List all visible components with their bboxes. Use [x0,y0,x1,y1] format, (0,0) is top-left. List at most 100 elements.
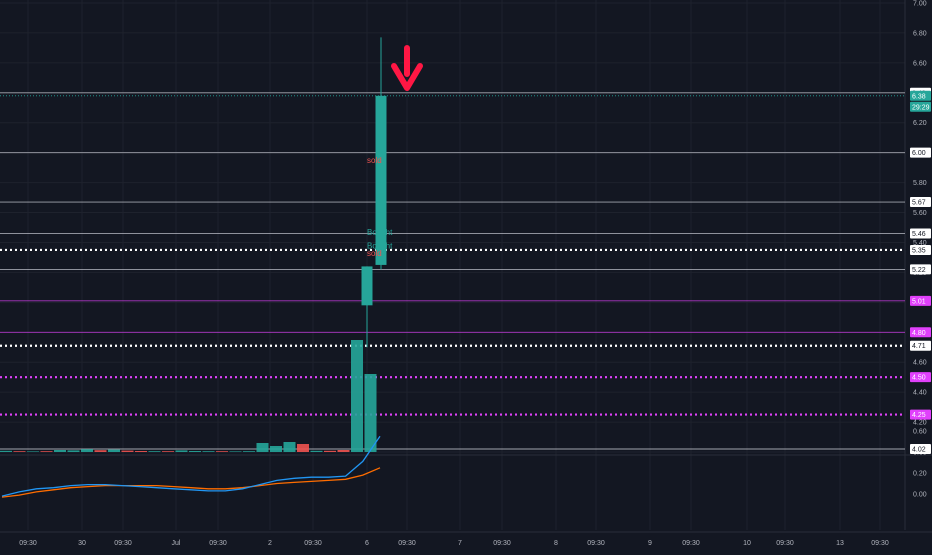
volume-bars [0,340,377,452]
arrow-shape [391,45,423,91]
trade-label: sold [367,249,382,258]
volume-bar [135,451,147,452]
countdown-badge: 29:29 [912,104,930,111]
volume-bar [81,449,93,452]
oscillator-pane [1,435,381,498]
level-badge: 4.25 [912,412,926,419]
last-price-badge-bg [910,90,931,101]
price-tick-label: 6.20 [913,120,927,127]
volume-bar [243,451,255,452]
volume-bar [229,451,242,452]
price-tick-label: 7.00 [913,1,927,8]
price-tick-label: 5.80 [913,180,927,187]
candles[interactable] [361,37,387,348]
volume-bar [175,450,188,452]
trade-label: sold [367,156,382,165]
time-label: 8 [554,540,558,547]
osc-tick-label: 0.60 [913,429,927,436]
level-badge: 4.02 [912,447,926,454]
volume-bar [40,451,53,452]
time-label: 09:30 [776,540,794,547]
volume-bar [202,451,215,452]
price-tick-label: 4.60 [913,360,927,367]
time-label: Jul [172,540,181,547]
horizontal-levels[interactable] [0,92,905,450]
level-badge-bg [910,340,931,351]
level-badge-bg [910,197,931,208]
time-label: 09:30 [682,540,700,547]
time-label: 09:30 [114,540,132,547]
volume-bar [364,374,377,452]
level-badge: 4.80 [912,330,926,337]
volume-bar [54,450,66,452]
last-price-badge: 6.38 [912,93,926,100]
level-badge-bg [910,372,931,383]
time-label: 6 [365,540,369,547]
candle-body[interactable] [375,95,387,265]
level-badge-bg [910,409,931,420]
down-arrow-icon [391,45,423,91]
level-badge: 5.67 [912,200,926,207]
level-badge-bg [910,327,931,338]
volume-bar [297,444,309,452]
price-tick-label: 4.20 [913,420,927,427]
volume-bar [324,450,336,452]
time-axis[interactable]: 09:30 30 09:30 Jul 09:30 2 09:30 6 09:30 7 09:30 8 0… [0,531,932,547]
time-label: 09:30 [19,540,37,547]
price-tick-label: 5.60 [913,210,927,217]
volume-bar [27,451,39,452]
time-label: 09:30 [398,540,416,547]
volume-bar [121,450,134,452]
volume-bar [216,451,228,452]
price-tick-label: 6.80 [913,30,927,37]
time-label: 7 [458,540,462,547]
volume-bar [189,451,201,452]
volume-bar [67,450,80,452]
price-tick-label: 6.60 [913,60,927,67]
volume-bar [270,446,282,452]
countdown-badge-bg [910,101,931,112]
time-label: 09:30 [587,540,605,547]
level-badge-bg [910,264,931,275]
volume-bar [310,450,323,452]
level-badge: 6.00 [912,150,926,157]
level-badge-bg [910,295,931,306]
level-badge: 5.22 [912,267,926,274]
time-label: 13 [836,540,844,547]
price-tick-label: 4.40 [913,390,927,397]
volume-bar [148,451,161,452]
time-label: 2 [268,540,272,547]
volume-bar [13,451,26,452]
volume-bar [351,340,363,452]
osc-tick-label: 0.00 [913,492,927,499]
time-label: 10 [743,540,751,547]
price-tick-label: 5.40 [913,240,927,247]
level-badge: 4.71 [912,343,926,350]
trade-label: Bought [367,228,393,237]
level-badge: 4.50 [912,375,926,382]
price-badges: 6.406.005.675.465.355.225.014.804.714.50… [910,87,931,455]
volume-bar [256,443,269,452]
time-label: 09:30 [209,540,227,547]
trade-label: Bought [367,241,393,250]
signal-line [1,467,381,498]
volume-bar [0,450,12,452]
time-label: 09:30 [304,540,322,547]
level-badge: 5.46 [912,231,926,238]
level-badge: 5.35 [912,247,926,254]
level-badge-bg [910,244,931,255]
volume-bar [283,442,296,452]
volume-bar [94,450,107,452]
candle-body[interactable] [361,266,373,306]
time-label: 09:30 [493,540,511,547]
time-label: 9 [648,540,652,547]
volume-bar [108,449,120,452]
volume-bar [337,450,350,452]
time-label: 09:30 [871,540,889,547]
time-label: 30 [78,540,86,547]
level-badge-bg [910,228,931,239]
